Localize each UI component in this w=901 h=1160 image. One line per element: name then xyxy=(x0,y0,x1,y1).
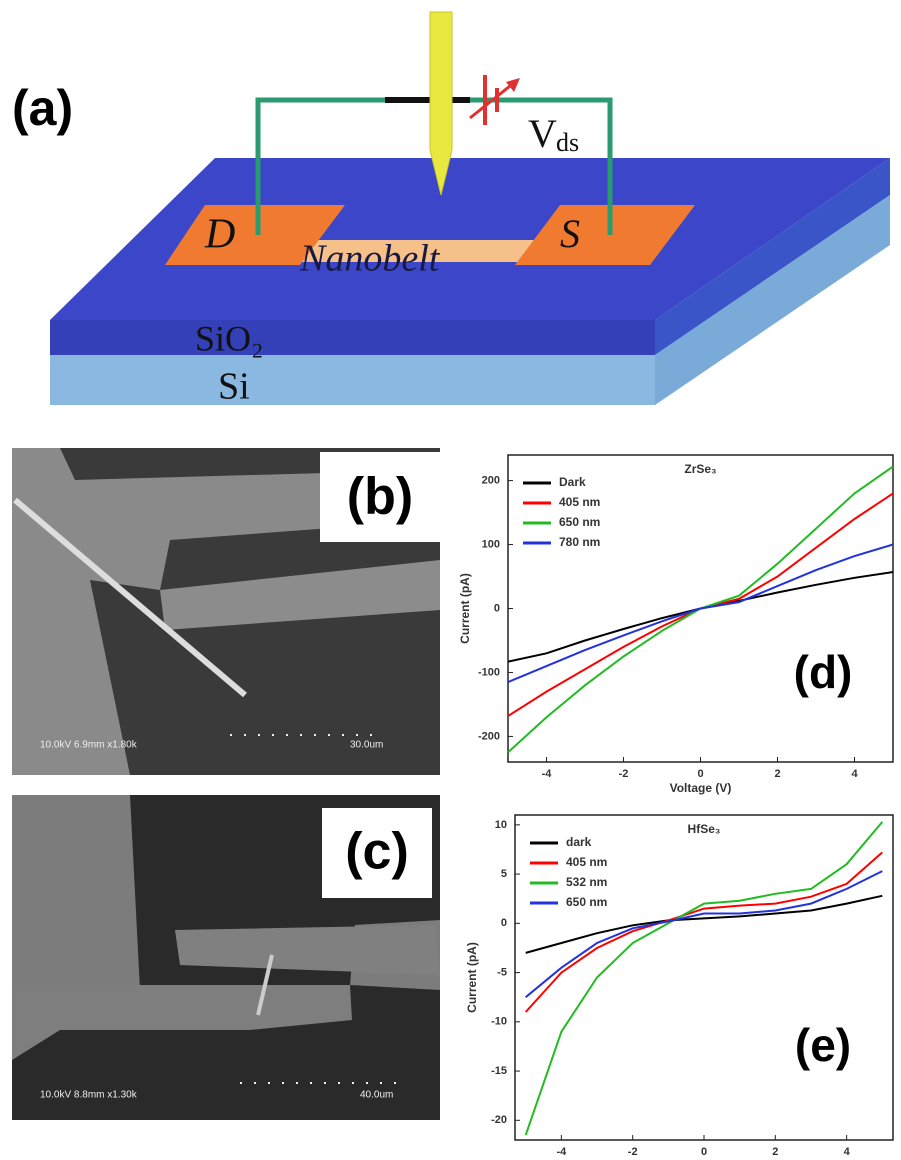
series-line xyxy=(525,870,883,998)
legend-label: dark xyxy=(566,835,592,849)
variable-arrowhead xyxy=(506,78,520,92)
sem-info: 10.0kV 8.8mm x1.30k xyxy=(40,1090,138,1101)
label-box xyxy=(322,808,432,898)
sem-image-c: (c) 10.0kV 8.8mm x1.30k 40.0um xyxy=(12,795,440,1120)
x-tick-label: 4 xyxy=(844,1146,851,1155)
sem-scale: 40.0um xyxy=(360,1090,393,1101)
electrode xyxy=(160,560,440,630)
sem-scale: 30.0um xyxy=(350,740,383,751)
panel-label: (e) xyxy=(795,1019,851,1071)
y-tick-label: -5 xyxy=(497,966,507,978)
probe xyxy=(429,11,453,196)
variable-arrow xyxy=(469,80,516,120)
x-axis-label: Voltage (V) xyxy=(670,781,732,795)
panel-label: (d) xyxy=(794,646,853,698)
source-electrode xyxy=(515,205,695,265)
y-tick-label: -200 xyxy=(478,730,500,742)
oxide-side xyxy=(655,158,890,355)
electrode xyxy=(175,925,440,975)
series-line xyxy=(524,821,884,1136)
y-tick-label: 5 xyxy=(501,868,507,880)
y-tick-label: -10 xyxy=(491,1016,507,1028)
electrode xyxy=(12,985,352,1060)
x-tick-label: 2 xyxy=(772,1146,778,1155)
x-tick-label: 0 xyxy=(701,1146,707,1155)
series-line xyxy=(524,851,883,1013)
device-schematic: (a) D S Nanobelt SiO₂ Si V ds xyxy=(12,11,890,408)
y-axis-label: Current (pA) xyxy=(465,942,479,1013)
sem-info: 10.0kV 6.9mm x1.80k xyxy=(40,740,138,751)
legend-label: 650 nm xyxy=(559,515,600,529)
belt-label: Nanobelt xyxy=(299,238,441,280)
chart-title: HfSe₃ xyxy=(688,822,721,836)
x-tick-label: -2 xyxy=(619,768,629,780)
x-tick-label: 0 xyxy=(697,768,703,780)
legend-label: 650 nm xyxy=(566,895,607,909)
nanobelt xyxy=(280,240,550,262)
legend-label: 405 nm xyxy=(559,495,600,509)
legend-label: 780 nm xyxy=(559,535,600,549)
drain-electrode xyxy=(165,205,345,265)
legend-label: Dark xyxy=(559,475,586,489)
y-tick-label: 10 xyxy=(495,819,507,831)
x-tick-label: -2 xyxy=(628,1146,638,1155)
x-tick-label: -4 xyxy=(542,768,553,780)
y-axis-label: Current (pA) xyxy=(458,573,472,644)
y-tick-label: -15 xyxy=(491,1065,507,1077)
voltage-subscript: ds xyxy=(556,128,579,157)
panel-label: (a) xyxy=(12,80,73,136)
x-tick-label: 2 xyxy=(774,768,780,780)
oxide-front xyxy=(50,320,655,355)
nanobelt xyxy=(13,497,247,698)
y-tick-label: 100 xyxy=(482,538,500,550)
electrode xyxy=(12,448,440,775)
voltage-label: V xyxy=(528,111,557,156)
panel-label: (b) xyxy=(347,468,413,526)
y-tick-label: -20 xyxy=(491,1114,507,1126)
sem-image-b: (b) 10.0kV 6.9mm x1.80k 30.0um xyxy=(12,448,440,775)
drain-label: D xyxy=(204,212,235,258)
x-tick-label: -4 xyxy=(556,1146,567,1155)
oxide-label: SiO₂ xyxy=(195,318,264,358)
chart-title: ZrSe₃ xyxy=(684,462,716,476)
panel-label: (c) xyxy=(345,823,409,881)
series-line xyxy=(507,543,894,684)
silicon-front xyxy=(50,355,655,405)
substrate-label: Si xyxy=(218,366,250,408)
nanobelt xyxy=(256,954,274,1016)
legend-label: 532 nm xyxy=(566,875,607,889)
label-box xyxy=(320,452,440,542)
series-line xyxy=(525,894,883,954)
y-tick-label: 200 xyxy=(482,474,500,486)
source-label: S xyxy=(560,211,580,256)
y-tick-label: 0 xyxy=(501,917,507,929)
y-tick-label: 0 xyxy=(494,602,500,614)
x-tick-label: 4 xyxy=(851,768,858,780)
legend-label: 405 nm xyxy=(566,855,607,869)
y-tick-label: -100 xyxy=(478,666,500,678)
silicon-side xyxy=(655,195,890,405)
